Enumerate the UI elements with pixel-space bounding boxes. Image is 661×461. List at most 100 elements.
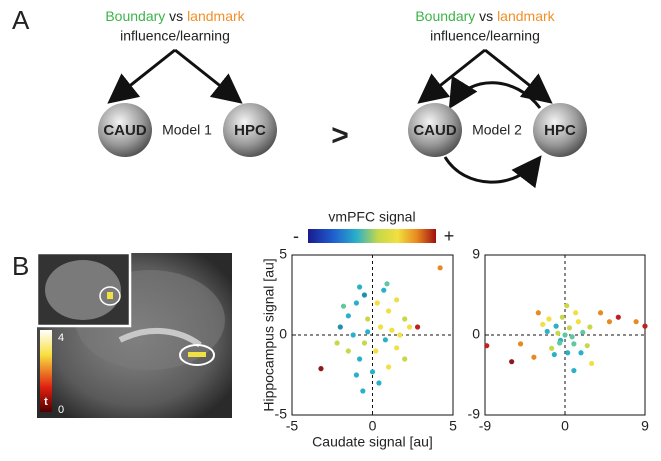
point xyxy=(531,355,536,360)
point xyxy=(383,337,388,342)
point xyxy=(365,329,370,334)
point xyxy=(567,325,572,330)
influence: influence/learning xyxy=(430,28,540,44)
point xyxy=(557,340,562,345)
point xyxy=(438,265,443,270)
point xyxy=(573,310,578,315)
point xyxy=(346,348,351,353)
t-max: 4 xyxy=(58,332,64,344)
point xyxy=(334,340,339,345)
point xyxy=(357,356,362,361)
point xyxy=(375,300,380,305)
point xyxy=(634,319,639,324)
landmark: landmark xyxy=(497,8,556,24)
point xyxy=(373,348,378,353)
y-tick-label: 0 xyxy=(279,326,287,342)
y-tick-label: 0 xyxy=(472,326,480,342)
point xyxy=(598,310,603,315)
point xyxy=(354,372,359,377)
activation xyxy=(107,292,113,299)
point xyxy=(389,328,394,333)
point xyxy=(580,330,585,335)
point xyxy=(341,304,346,309)
x-tick-label: -9 xyxy=(479,418,492,434)
arrow xyxy=(112,50,175,100)
vs: vs xyxy=(479,8,493,24)
figure: A Boundary vs landmark influence/learnin… xyxy=(0,0,661,456)
point xyxy=(518,341,523,346)
point xyxy=(540,322,545,327)
point xyxy=(407,324,412,329)
point xyxy=(565,350,570,355)
point xyxy=(552,352,557,357)
point xyxy=(394,345,399,350)
y-tick-label: -9 xyxy=(468,406,481,422)
colorbar-title: vmPFC signal xyxy=(328,209,415,225)
point xyxy=(354,300,359,305)
point xyxy=(394,297,399,302)
point xyxy=(362,340,367,345)
point xyxy=(576,319,581,324)
point xyxy=(318,366,323,371)
node-label: HPC xyxy=(544,122,576,139)
point xyxy=(381,288,386,293)
colorbar-max: + xyxy=(444,226,455,246)
point xyxy=(378,324,383,329)
arrow xyxy=(452,83,540,108)
heading: Boundary vs landmark xyxy=(105,8,245,24)
point xyxy=(384,281,389,286)
colorbar-min: - xyxy=(293,226,299,246)
point xyxy=(560,315,565,320)
heading: Boundary vs landmark xyxy=(415,8,555,24)
point xyxy=(386,364,391,369)
x-axis-label: Caudate signal [au] xyxy=(312,434,433,450)
activation xyxy=(188,352,206,357)
point xyxy=(376,380,381,385)
point xyxy=(360,388,365,393)
point xyxy=(555,331,560,336)
point xyxy=(484,343,489,348)
point xyxy=(386,308,391,313)
arrow xyxy=(422,50,485,100)
point xyxy=(546,316,551,321)
point xyxy=(587,324,592,329)
colorbar xyxy=(308,229,436,243)
point xyxy=(536,310,541,315)
t-symbol: t xyxy=(44,396,48,408)
point xyxy=(549,346,554,351)
panel-label: A xyxy=(12,5,30,35)
point xyxy=(346,313,351,318)
point xyxy=(351,332,356,337)
point xyxy=(589,361,594,366)
x-tick-label: 5 xyxy=(449,418,457,434)
y-tick-label: 5 xyxy=(279,246,287,262)
arrow xyxy=(445,157,538,182)
vs: vs xyxy=(169,8,183,24)
point xyxy=(402,356,407,361)
comparison: > xyxy=(331,119,349,152)
x-tick-label: -5 xyxy=(286,418,299,434)
boundary: Boundary xyxy=(415,8,475,24)
point xyxy=(338,324,343,329)
point xyxy=(402,316,407,321)
model-label: Model 2 xyxy=(472,122,522,138)
landmark: landmark xyxy=(187,8,246,24)
point xyxy=(607,319,612,324)
y-axis-label: Hippocampus signal [au] xyxy=(261,258,277,411)
point xyxy=(570,334,575,339)
point xyxy=(571,368,576,373)
inset-brain xyxy=(45,260,121,320)
y-tick-label: 9 xyxy=(472,246,480,262)
point xyxy=(365,316,370,321)
point xyxy=(545,329,550,334)
point xyxy=(362,292,367,297)
point xyxy=(585,343,590,348)
point xyxy=(571,341,576,346)
boundary: Boundary xyxy=(105,8,165,24)
point xyxy=(564,303,569,308)
point xyxy=(616,315,621,320)
model-label: Model 1 xyxy=(162,122,212,138)
point xyxy=(554,324,559,329)
arrow xyxy=(175,50,238,100)
point xyxy=(578,350,583,355)
